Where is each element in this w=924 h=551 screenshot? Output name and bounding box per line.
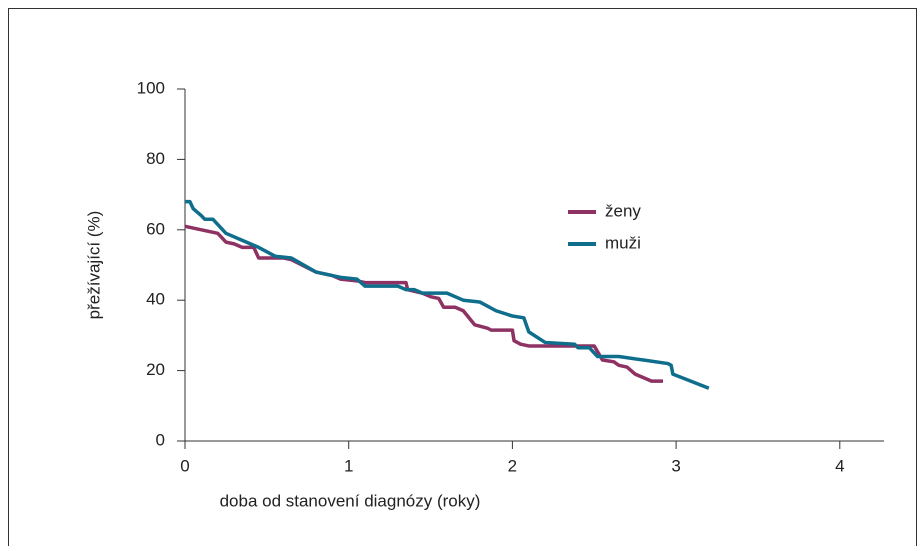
y-tick-label: 80 [146,149,165,168]
y-tick-label: 100 [137,78,165,97]
series-line [185,199,710,390]
x-tick-label: 1 [344,456,353,475]
y-tick-label: 20 [146,360,165,379]
series-line [184,224,664,383]
y-tick-label: 0 [156,430,165,449]
frame [8,8,917,551]
y-axis-label: přežívající (%) [84,211,103,320]
x-tick-label: 4 [835,456,844,475]
x-tick-label: 2 [508,456,517,475]
y-tick-label: 40 [146,290,165,309]
legend-label: muži [605,233,641,252]
x-tick-label: 3 [671,456,680,475]
x-axis-label: doba od stanovení diagnózy (roky) [220,491,481,510]
legend-label: ženy [605,201,641,220]
y-tick-label: 60 [146,219,165,238]
x-tick-label: 0 [180,456,189,475]
